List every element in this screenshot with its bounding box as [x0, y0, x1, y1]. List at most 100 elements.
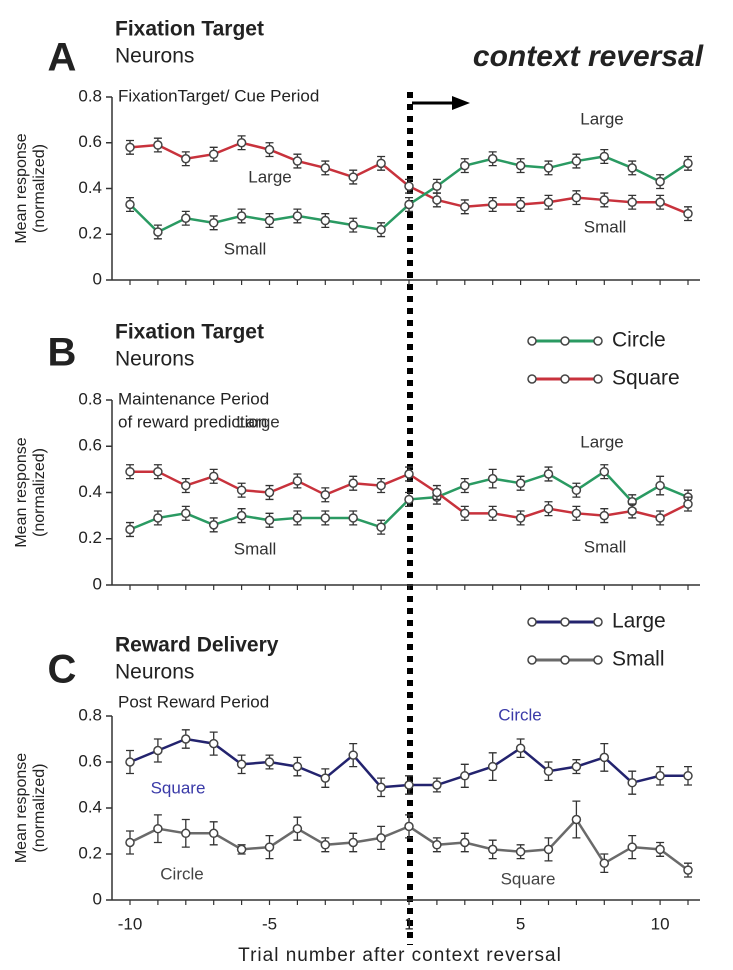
data-point	[515, 846, 526, 857]
y-tick-label: 0.8	[78, 705, 102, 724]
data-point	[543, 766, 554, 776]
y-tick-label: 0	[93, 574, 102, 593]
data-point	[348, 837, 358, 848]
data-point	[236, 759, 247, 770]
data-point	[320, 513, 331, 523]
data-point	[376, 158, 386, 169]
data-point	[292, 761, 303, 772]
arrow-head	[452, 96, 470, 110]
data-point	[543, 844, 554, 855]
annotation: Small	[234, 539, 277, 558]
data-point	[208, 471, 219, 482]
data-point	[599, 510, 610, 521]
data-point	[236, 510, 247, 521]
data-point	[487, 154, 498, 164]
data-point	[627, 506, 637, 516]
data-point	[292, 476, 303, 486]
panel-subtitle: Neurons	[115, 45, 194, 68]
legend-marker	[560, 617, 570, 627]
data-point	[348, 750, 358, 760]
data-point	[376, 480, 386, 491]
data-point	[404, 469, 414, 479]
y-tick-label: 0.4	[78, 482, 102, 501]
panel-title: Fixation Target	[115, 321, 264, 344]
period-label: FixationTarget/ Cue Period	[118, 86, 319, 105]
data-point	[208, 738, 219, 749]
data-point	[460, 837, 470, 848]
data-point	[348, 172, 358, 182]
data-point	[125, 837, 135, 848]
data-point	[376, 782, 386, 793]
data-point	[627, 163, 637, 173]
panel-letter: B	[48, 331, 77, 375]
y-tick-label: 0.4	[78, 797, 102, 816]
data-point	[153, 140, 163, 150]
data-point	[683, 499, 693, 509]
y-tick-label: 0.6	[78, 751, 102, 770]
data-point	[683, 771, 693, 781]
y-tick-label: 0	[93, 269, 102, 288]
data-point	[181, 213, 191, 223]
annotation: Large	[580, 432, 623, 451]
data-point	[655, 197, 665, 207]
panel-subtitle: Neurons	[115, 348, 194, 371]
data-point	[515, 513, 526, 523]
data-point	[432, 780, 442, 790]
data-point	[208, 520, 219, 530]
data-point	[487, 761, 498, 772]
data-point	[655, 844, 665, 855]
data-point	[683, 158, 693, 169]
data-point	[348, 220, 358, 230]
data-point	[153, 466, 163, 477]
annotation: Small	[584, 217, 627, 236]
y-tick-label: 0.6	[78, 132, 102, 151]
y-axis-label: Mean response	[13, 437, 30, 547]
legend-marker	[527, 617, 537, 627]
data-point	[655, 176, 665, 187]
annotation: Circle	[498, 705, 541, 724]
legend-marker	[593, 655, 603, 665]
annotation: Large	[248, 167, 291, 186]
data-point	[264, 215, 275, 226]
data-point	[571, 192, 582, 203]
data-point	[181, 828, 191, 839]
data-point	[543, 197, 554, 207]
data-point	[460, 480, 470, 491]
legend-marker	[560, 374, 570, 384]
data-point	[181, 734, 191, 744]
data-point	[543, 469, 554, 479]
legend-marker	[527, 336, 537, 346]
data-point	[543, 163, 554, 173]
data-point	[487, 473, 498, 484]
data-point	[599, 466, 610, 477]
data-point	[181, 508, 191, 519]
y-tick-label: 0.8	[78, 389, 102, 408]
data-point	[153, 823, 163, 834]
data-point	[320, 773, 331, 783]
data-point	[208, 218, 219, 228]
panel: A Fixation Target Neurons FixationTarget/ C…	[13, 18, 700, 288]
period-label: Post Reward Period	[118, 692, 269, 711]
panel-title: Fixation Target	[115, 18, 264, 41]
data-point	[571, 814, 582, 825]
annotation: Small	[584, 537, 627, 556]
data-point	[460, 160, 470, 171]
data-point	[125, 524, 135, 535]
y-tick-label: 0.4	[78, 178, 102, 197]
legend-marker	[560, 336, 570, 346]
data-point	[432, 181, 442, 191]
legend-label: Small	[612, 648, 665, 671]
data-point	[627, 842, 637, 852]
data-point	[683, 865, 693, 875]
data-point	[571, 761, 582, 772]
data-point	[404, 181, 414, 191]
data-point	[655, 771, 665, 781]
y-tick-label: 0.2	[78, 224, 102, 243]
data-point	[487, 844, 498, 855]
data-point	[599, 752, 610, 763]
data-point	[264, 515, 275, 525]
data-point	[264, 487, 275, 498]
data-point	[320, 490, 331, 500]
data-point	[264, 757, 275, 767]
